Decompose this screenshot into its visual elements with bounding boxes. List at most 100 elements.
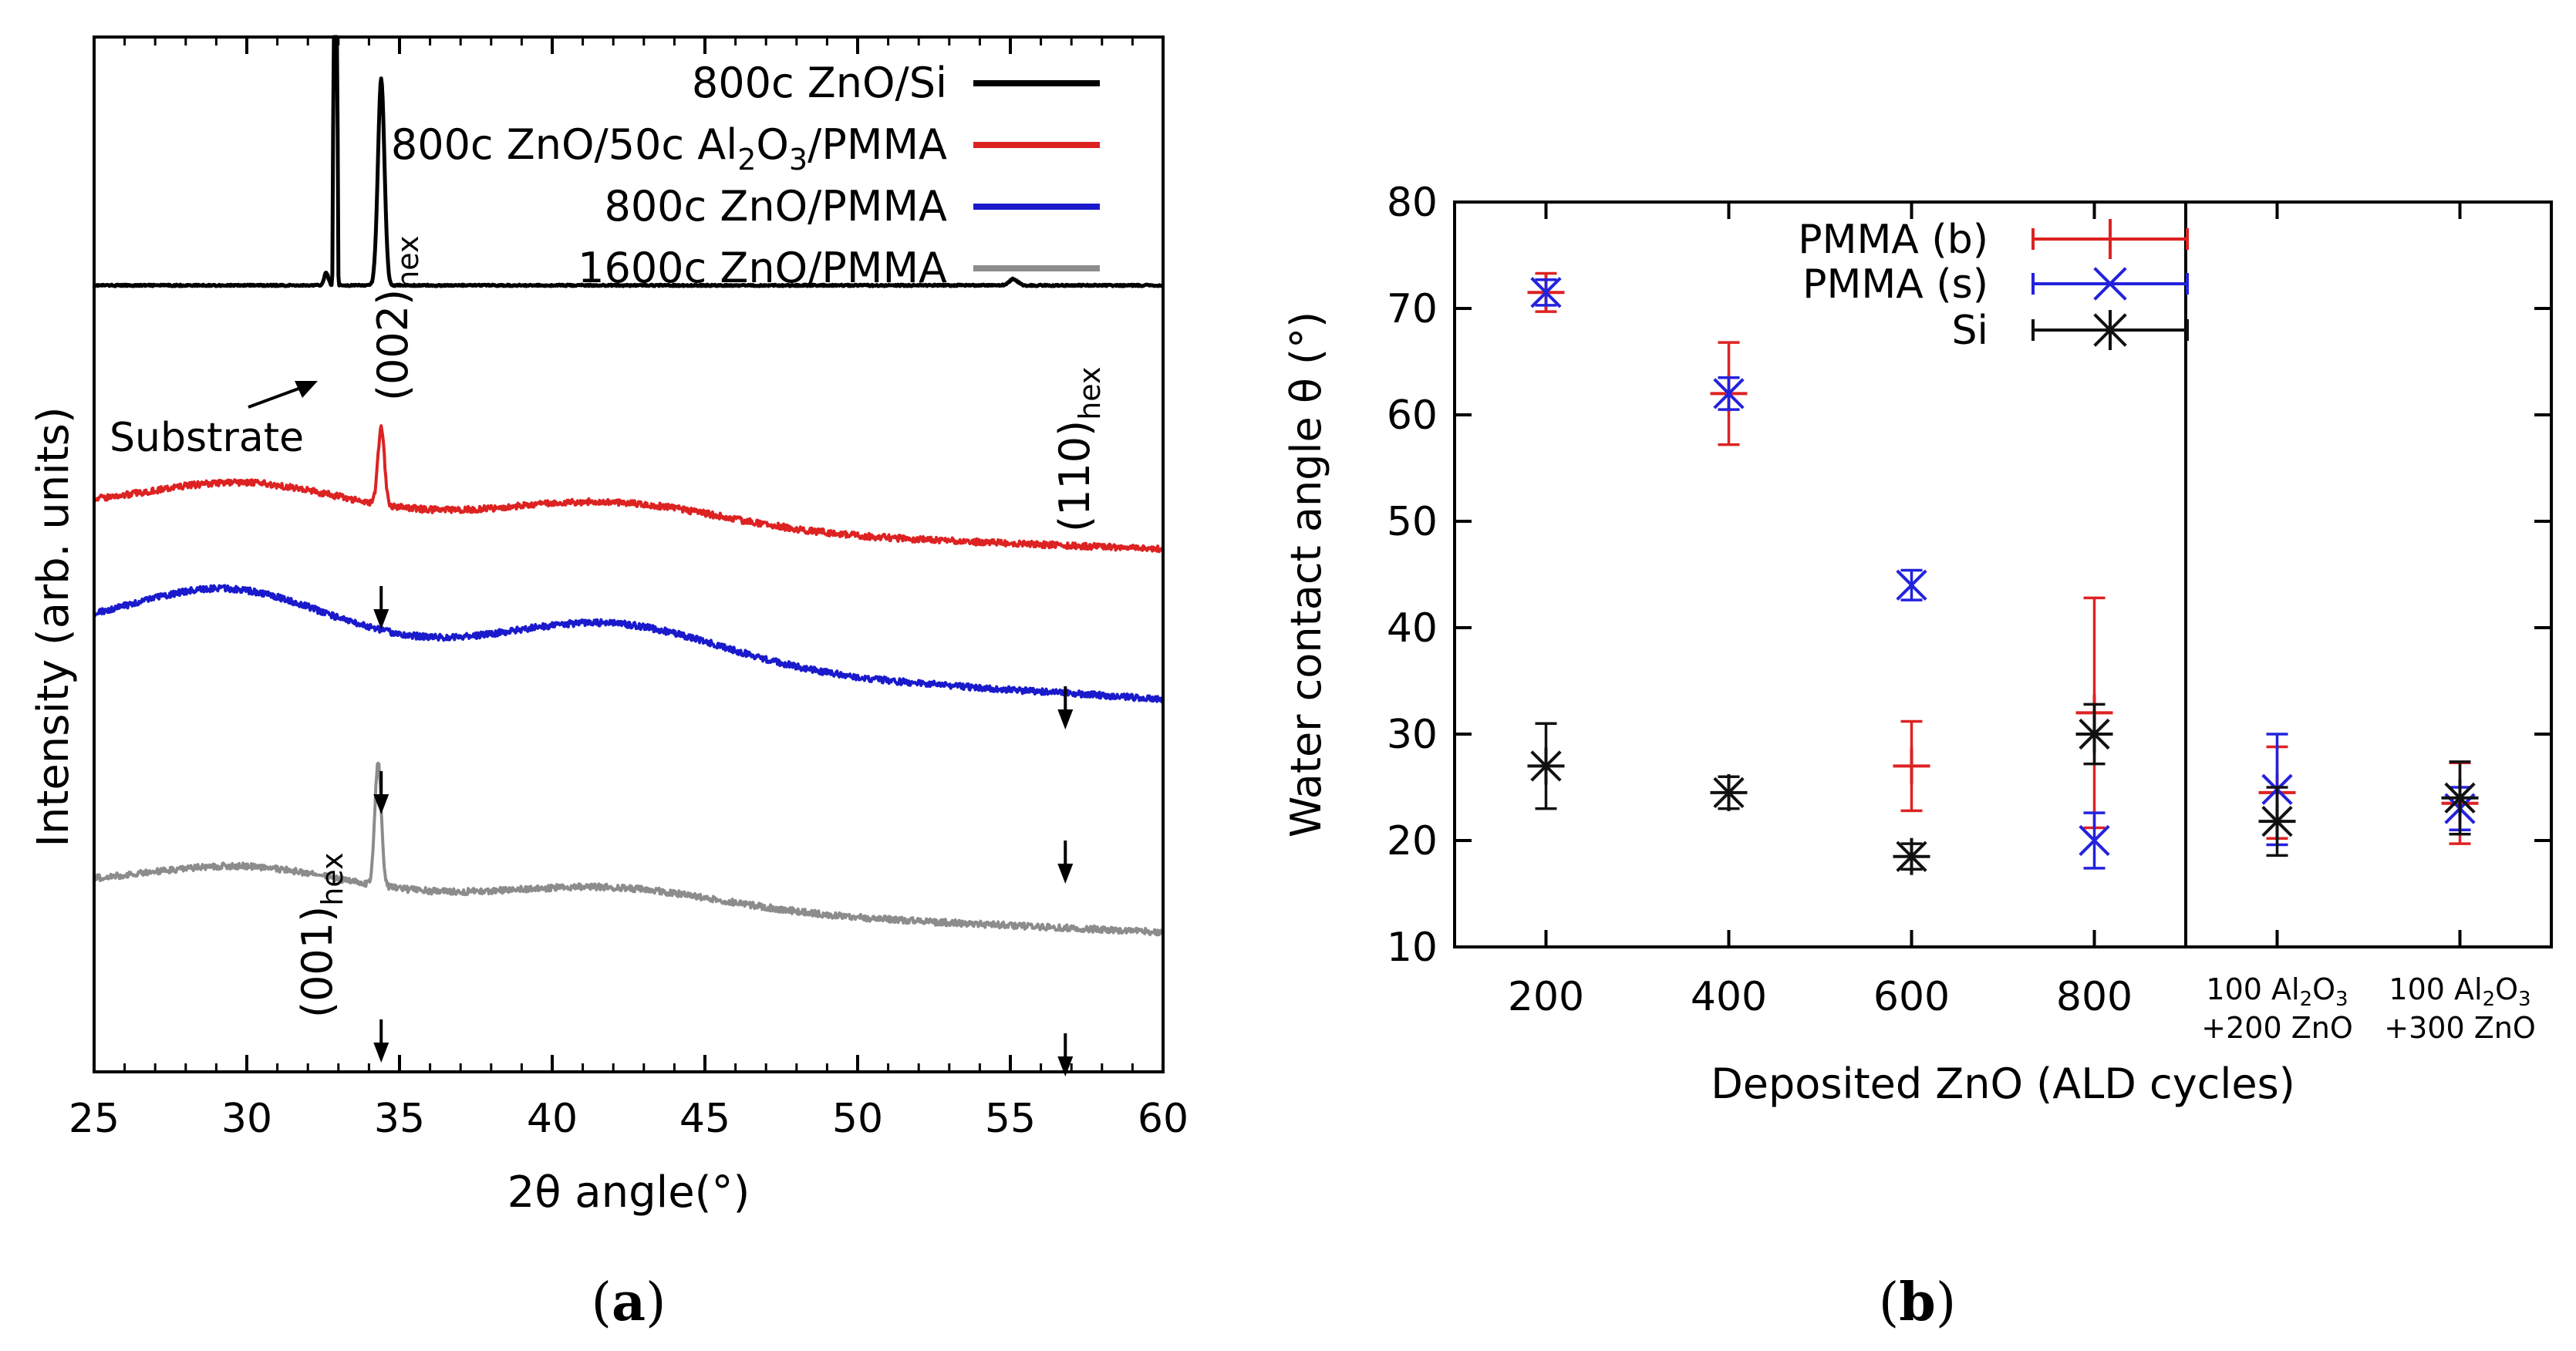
y-axis-label: Intensity (arb. units) xyxy=(29,406,79,847)
y-tick-label: 50 xyxy=(1387,499,1438,545)
peak-marker-arrow-head xyxy=(1057,1056,1074,1076)
panel-label-paren: ( xyxy=(1879,1272,1900,1333)
peak-marker-arrow-head xyxy=(373,1043,389,1063)
legend-text: 800c ZnO/PMMA xyxy=(604,182,947,231)
data-point-x xyxy=(1896,569,1927,601)
x-tick-label: 55 xyxy=(985,1096,1036,1142)
legend-text: /PMMA xyxy=(808,120,947,169)
marker-stroke xyxy=(1896,569,1927,601)
y-tick-label: 40 xyxy=(1387,605,1438,652)
data-point-star xyxy=(1710,773,1748,811)
y-axis-label: Water contact angle θ (°) xyxy=(1282,312,1330,837)
x-tick-label: 35 xyxy=(374,1096,425,1142)
data-point-x xyxy=(2079,824,2110,857)
x-tick-label: 60 xyxy=(1138,1096,1189,1142)
x-tick-label: 45 xyxy=(679,1096,730,1142)
data-point-star xyxy=(2075,716,2113,753)
x-tick-label: 800 xyxy=(2056,974,2133,1020)
x-tick-subscript: 3 xyxy=(2335,988,2348,1011)
y-tick-label: 20 xyxy=(1387,818,1438,864)
panel-label-paren: ) xyxy=(646,1272,666,1333)
data-point-star xyxy=(2441,779,2479,817)
annotation-subscript: hex xyxy=(315,852,349,905)
annotation-subscript: hex xyxy=(1073,366,1107,419)
legend-marker-star xyxy=(2090,310,2130,350)
legend-text: 1600c ZnO/PMMA xyxy=(578,244,947,292)
panel-label-a: (a) xyxy=(591,1272,666,1333)
x-tick-label: 40 xyxy=(527,1096,578,1142)
annotation-subscript: hex xyxy=(391,235,425,288)
legend-marker-x xyxy=(2093,267,2127,301)
legend-label: 1600c ZnO/PMMA xyxy=(578,244,947,292)
marker-stroke xyxy=(2079,718,2110,750)
x-tick-subscript: 3 xyxy=(2518,988,2531,1011)
substrate-arrow-head xyxy=(295,381,318,398)
peak-marker-arrow-head xyxy=(373,609,389,629)
x-tick-label-line2: +200 ZnO xyxy=(2201,1011,2352,1045)
x-tick-label: 600 xyxy=(1873,974,1950,1020)
marker-stroke xyxy=(1713,378,1745,409)
annotation-text: (110) xyxy=(1050,420,1099,532)
annotation-text: (002) xyxy=(369,289,417,401)
annotation-peak-002: (002)hex xyxy=(369,235,425,401)
x-tick-text: O xyxy=(2495,972,2518,1006)
panel-label-letter: b xyxy=(1899,1272,1936,1333)
x-axis-label: Deposited ZnO (ALD cycles) xyxy=(1711,1060,2295,1108)
y-tick-label: 60 xyxy=(1387,392,1438,439)
plot-frame xyxy=(1453,200,2553,948)
panel-label-b: (b) xyxy=(1879,1272,1957,1333)
legend-text: 800c ZnO/50c Al xyxy=(391,120,737,169)
legend-subscript: 3 xyxy=(789,143,808,177)
x-tick-text: 100 Al xyxy=(2206,972,2299,1006)
series-line-1600c-zno-pmma xyxy=(93,761,1165,937)
panel-a-xrd-chart: 25 30 35 40 45 50 55 60 2θ angle(°) Intensity (ar… xyxy=(29,35,1189,1333)
marker-stroke xyxy=(1530,750,1562,782)
data-point-plus xyxy=(1893,747,1930,785)
marker-stroke xyxy=(2444,782,2476,814)
y-tick-label: 30 xyxy=(1387,712,1438,758)
x-tick-subscript: 2 xyxy=(2483,988,2496,1011)
peak-marker-arrow-head xyxy=(373,794,389,814)
x-tick-label: 50 xyxy=(832,1096,883,1142)
series-line-800c-zno-50c-al2o3-pmma xyxy=(93,424,1164,554)
plot-frame xyxy=(93,35,1165,1073)
x-tick-label: 100 Al2O3 xyxy=(2389,972,2530,1011)
x-axis-label: 2θ angle(°) xyxy=(507,1167,750,1218)
data-point-x xyxy=(1530,277,1562,308)
y-tick-label: 80 xyxy=(1387,180,1438,226)
peak-marker-arrow-head xyxy=(1057,864,1074,884)
annotation-text: (001) xyxy=(293,906,342,1018)
y-tick-label: 70 xyxy=(1387,286,1438,332)
panel-label-paren: ) xyxy=(1936,1272,1957,1333)
legend-text: O xyxy=(756,120,789,169)
marker-stroke xyxy=(1713,777,1745,809)
series-line-800c-zno-pmma xyxy=(93,584,1165,704)
legend-marker-plus xyxy=(2090,219,2130,259)
legend-label: 800c ZnO/50c Al2O3/PMMA xyxy=(391,120,947,177)
substrate-arrow-line xyxy=(248,384,308,409)
peak-marker-arrow-head xyxy=(1057,709,1074,729)
x-tick-label: 25 xyxy=(69,1096,120,1142)
x-tick-label: 100 Al2O3 xyxy=(2206,972,2348,1011)
legend-label: Si xyxy=(1952,308,1988,354)
x-tick-label: 400 xyxy=(1691,974,1767,1020)
x-tick-label: 30 xyxy=(221,1096,272,1142)
marker-stroke xyxy=(2261,806,2293,837)
legend-label: 800c ZnO/PMMA xyxy=(604,182,947,231)
annotation-peak-001: (001)hex xyxy=(293,852,349,1018)
legend-label: PMMA (b) xyxy=(1798,217,1988,263)
data-point-star xyxy=(1893,837,1930,875)
annotation-peak-110: (110)hex xyxy=(1050,366,1107,532)
marker-stroke xyxy=(1896,841,1927,872)
y-tick-label: 10 xyxy=(1387,925,1438,971)
x-tick-label-line2: +300 ZnO xyxy=(2384,1011,2535,1045)
panel-label-paren: ( xyxy=(591,1272,612,1333)
marker-stroke xyxy=(2093,267,2127,301)
data-point-star xyxy=(2258,803,2296,841)
x-tick-label: 200 xyxy=(1508,974,1584,1020)
legend-text: 800c ZnO/Si xyxy=(692,59,947,107)
data-point-x xyxy=(1713,378,1745,409)
x-tick-text: O xyxy=(2312,972,2335,1006)
